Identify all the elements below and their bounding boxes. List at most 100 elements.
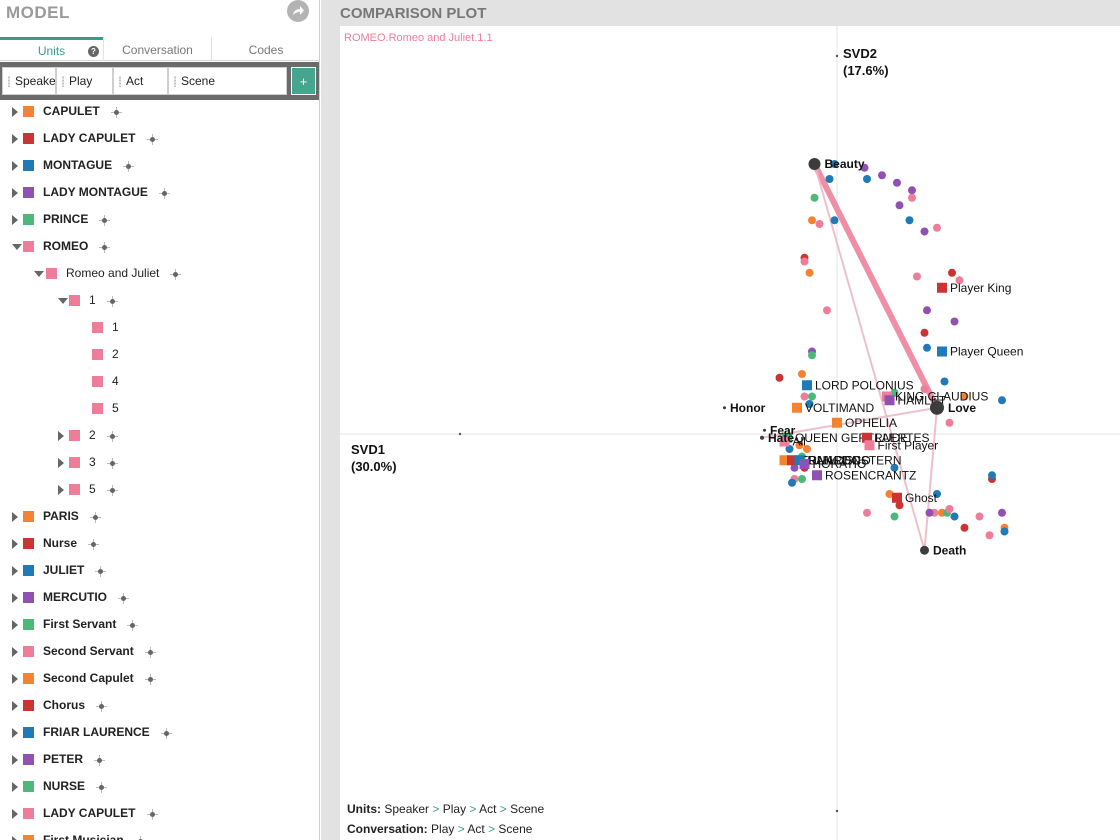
expand-arrow-icon[interactable] xyxy=(12,755,18,765)
move-handle-icon[interactable] xyxy=(144,647,156,658)
tree-item-1[interactable]: 1 xyxy=(0,314,319,341)
tree-item-nurse[interactable]: NURSE xyxy=(0,773,319,800)
expand-arrow-icon[interactable] xyxy=(58,485,64,495)
tree-item-first-servant[interactable]: First Servant xyxy=(0,611,319,638)
tab-conversation[interactable]: Conversation xyxy=(103,37,211,61)
expand-arrow-icon[interactable] xyxy=(12,809,18,819)
unit-point xyxy=(810,193,819,202)
tree-item-juliet[interactable]: JULIET xyxy=(0,557,319,584)
unit-chip-speaker[interactable]: Speaker xyxy=(2,67,56,95)
tree-item-4[interactable]: 4 xyxy=(0,368,319,395)
expand-arrow-icon[interactable] xyxy=(12,512,18,522)
tree-item-romeo-and-juliet[interactable]: Romeo and Juliet xyxy=(0,260,319,287)
move-handle-icon[interactable] xyxy=(96,782,107,793)
tree-item-second-capulet[interactable]: Second Capulet xyxy=(0,665,319,692)
expand-arrow-icon[interactable] xyxy=(12,188,18,198)
unit-point xyxy=(960,523,969,532)
unit-label-player-king: Player King xyxy=(950,281,1011,295)
expand-arrow-icon[interactable] xyxy=(12,107,18,117)
tree-item-1[interactable]: 1 xyxy=(0,287,319,314)
expand-arrow-icon[interactable] xyxy=(12,674,18,684)
move-handle-icon[interactable] xyxy=(127,620,139,631)
move-handle-icon[interactable] xyxy=(123,161,135,172)
unit-point xyxy=(945,505,954,513)
expand-arrow-icon[interactable] xyxy=(12,701,18,711)
plot-area[interactable]: ROMEO.Romeo and Juliet.1.1 SVD2 (17.6%) SVD… xyxy=(340,26,1120,840)
unit-chip-play[interactable]: Play xyxy=(56,67,113,95)
expand-arrow-icon[interactable] xyxy=(12,593,18,603)
move-handle-icon[interactable] xyxy=(95,566,107,577)
move-handle-icon[interactable] xyxy=(110,107,122,118)
move-handle-icon[interactable] xyxy=(135,836,146,840)
move-handle-icon[interactable] xyxy=(96,701,107,712)
move-handle-icon[interactable] xyxy=(99,215,111,226)
expand-arrow-icon[interactable] xyxy=(58,431,64,441)
tree-item-montague[interactable]: MONTAGUE xyxy=(0,152,319,179)
tree-item-lady-capulet[interactable]: LADY CAPULET xyxy=(0,125,319,152)
move-handle-icon[interactable] xyxy=(146,809,158,820)
move-handle-icon[interactable] xyxy=(144,674,156,685)
move-handle-icon[interactable] xyxy=(94,755,105,766)
unit-point xyxy=(893,178,901,187)
tree-item-second-servant[interactable]: Second Servant xyxy=(0,638,319,665)
tree-item-chorus[interactable]: Chorus xyxy=(0,692,319,719)
tree-item-3[interactable]: 3 xyxy=(0,449,319,476)
tree-item-peter[interactable]: PETER xyxy=(0,746,319,773)
move-handle-icon[interactable] xyxy=(170,269,182,280)
tree-item-lady-capulet[interactable]: LADY CAPULET xyxy=(0,800,319,827)
move-handle-icon[interactable] xyxy=(89,512,101,523)
expand-arrow-icon[interactable] xyxy=(12,836,18,840)
unit-point xyxy=(788,478,796,487)
expand-arrow-icon[interactable] xyxy=(12,782,18,792)
unit-chip-act[interactable]: Act xyxy=(113,67,168,95)
move-handle-icon[interactable] xyxy=(117,593,129,604)
expand-arrow-icon[interactable] xyxy=(12,539,18,549)
tab-units[interactable]: Units ? xyxy=(0,37,103,61)
unit-chip-scene[interactable]: Scene xyxy=(168,67,287,95)
move-handle-icon[interactable] xyxy=(146,134,158,145)
tree-item-5[interactable]: 5 xyxy=(0,476,319,503)
tree-item-friar-laurence[interactable]: FRIAR LAURENCE xyxy=(0,719,319,746)
tree-item-lady-montague[interactable]: LADY MONTAGUE xyxy=(0,179,319,206)
expand-arrow-icon[interactable] xyxy=(12,647,18,657)
tree-item-label: PARIS xyxy=(43,509,79,523)
tree-item-2[interactable]: 2 xyxy=(0,422,319,449)
collapse-arrow-icon[interactable] xyxy=(58,298,68,304)
move-handle-icon[interactable] xyxy=(106,485,118,496)
expand-arrow-icon[interactable] xyxy=(12,728,18,738)
collapse-arrow-icon[interactable] xyxy=(12,244,22,250)
add-unit-button[interactable]: + xyxy=(291,67,316,95)
move-handle-icon[interactable] xyxy=(159,188,171,199)
expand-arrow-icon[interactable] xyxy=(58,458,64,468)
tree-item-mercutio[interactable]: MERCUTIO xyxy=(0,584,319,611)
tree-item-paris[interactable]: PARIS xyxy=(0,503,319,530)
color-swatch-icon xyxy=(92,376,103,387)
tree-item-capulet[interactable]: CAPULET xyxy=(0,98,319,125)
tree-item-first-musician[interactable]: First Musician xyxy=(0,827,319,840)
path-separator: > xyxy=(466,802,480,816)
tree-item-2[interactable]: 2 xyxy=(0,341,319,368)
tree-item-5[interactable]: 5 xyxy=(0,395,319,422)
move-handle-icon[interactable] xyxy=(106,296,118,307)
tree-item-nurse[interactable]: Nurse xyxy=(0,530,319,557)
move-handle-icon[interactable] xyxy=(160,728,172,739)
footer-unit-speaker: Speaker xyxy=(384,802,430,816)
tab-codes[interactable]: Codes xyxy=(211,37,319,61)
move-handle-icon[interactable] xyxy=(106,431,118,442)
network-plot[interactable]: ROMEO.Romeo and Juliet.1.1 SVD2 (17.6%) SVD… xyxy=(340,26,1120,840)
tree-item-romeo[interactable]: ROMEO xyxy=(0,233,319,260)
move-handle-icon[interactable] xyxy=(88,539,99,550)
move-handle-icon[interactable] xyxy=(99,242,111,253)
move-handle-icon[interactable] xyxy=(106,458,118,469)
expand-arrow-icon[interactable] xyxy=(12,161,18,171)
expand-arrow-icon[interactable] xyxy=(12,566,18,576)
collapse-arrow-icon[interactable] xyxy=(34,271,44,277)
share-icon[interactable] xyxy=(287,0,309,22)
unit-point xyxy=(895,501,904,510)
tree-item-prince[interactable]: PRINCE xyxy=(0,206,319,233)
expand-arrow-icon[interactable] xyxy=(12,215,18,225)
expand-arrow-icon[interactable] xyxy=(12,620,18,630)
expand-arrow-icon[interactable] xyxy=(12,134,18,144)
help-icon[interactable]: ? xyxy=(88,46,99,57)
unit-marker-voltimand xyxy=(792,402,802,413)
